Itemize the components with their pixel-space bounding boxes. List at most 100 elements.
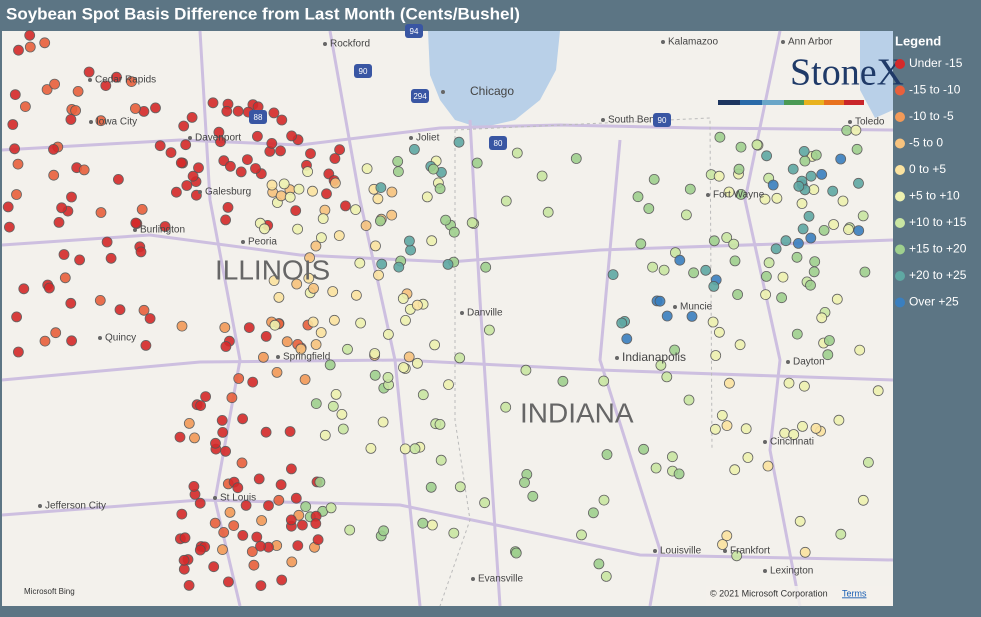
lake-erie [860,31,893,118]
data-point [228,520,240,531]
data-point [570,153,582,164]
data-point [434,418,446,430]
city-marker [601,118,605,122]
legend-label: +20 to +25 [909,268,967,282]
city-label: Springfield [283,352,330,363]
data-point [13,44,24,56]
data-point [405,244,417,256]
data-point [799,380,810,392]
data-point [519,477,530,488]
data-point [667,451,678,463]
data-point [735,141,747,153]
data-point [12,346,24,358]
data-point [340,200,351,212]
data-point [11,311,23,323]
data-point [808,266,820,278]
data-point [480,261,492,273]
data-point [276,574,288,586]
data-point [260,426,272,438]
data-point [729,464,741,476]
data-point [236,457,248,469]
data-point [828,219,839,230]
data-point [661,310,673,322]
data-point [822,349,834,361]
data-point [111,71,122,83]
city-label: Cedar Rapids [95,75,156,86]
data-point [658,264,670,276]
data-point [434,183,446,195]
data-point [328,314,340,326]
city-marker [409,136,413,140]
data-point [327,400,339,412]
highway-shield [354,64,372,78]
data-point [824,335,835,346]
data-point [382,371,394,383]
data-point [713,170,725,182]
data-point [843,224,854,235]
highway-number: 90 [658,116,667,125]
data-point [105,252,117,264]
data-point [58,249,70,260]
city-label: Dayton [793,357,825,368]
terms-link[interactable]: Terms [842,588,867,598]
data-point [816,168,828,180]
city-marker [460,311,464,315]
data-point [810,422,822,434]
data-point [210,437,221,449]
data-point [771,192,783,204]
data-point [100,80,112,91]
data-point [714,131,726,143]
data-point [178,563,190,575]
data-point [655,359,667,371]
data-point [18,283,30,295]
data-point [721,420,733,432]
data-point [243,322,255,334]
data-point [224,160,236,172]
data-point [392,166,404,178]
highway-shield [411,89,429,103]
data-point [466,217,478,229]
legend-swatch [895,191,905,202]
data-point [805,170,817,182]
data-point [647,261,658,273]
data-point [135,246,147,258]
footer-bg [706,586,893,606]
data-point [268,107,280,119]
data-point [427,163,439,175]
data-point [250,163,261,174]
data-point [557,375,569,387]
data-point [510,547,522,559]
data-point [776,292,787,304]
data-point [600,571,612,582]
data-point [435,454,447,466]
data-point [285,463,297,475]
data-point [266,179,278,191]
data-point [129,103,141,114]
data-point [293,183,305,195]
data-point [399,443,411,455]
data-point [854,344,866,356]
legend-label: Under -15 [909,56,963,70]
city-label: Galesburg [205,187,251,198]
legend-label: +5 to +10 [909,189,960,203]
data-point [816,312,828,324]
data-point [638,443,649,455]
highway-number: 294 [413,92,427,101]
city-label: Joliet [416,133,440,144]
data-point [763,257,775,269]
data-point [342,343,353,355]
legend-swatch [895,85,905,96]
data-point [330,388,342,400]
highway-number: 94 [410,27,419,36]
data-point [273,494,285,506]
data-point [59,272,71,284]
data-point [48,169,60,181]
data-point [761,270,772,282]
data-point [344,524,356,536]
data-point [762,460,774,472]
state-borders [439,117,713,607]
bing-credit: Microsoft Bing [24,587,75,596]
data-point [273,291,285,303]
city-marker [241,240,245,244]
data-point [787,163,799,175]
